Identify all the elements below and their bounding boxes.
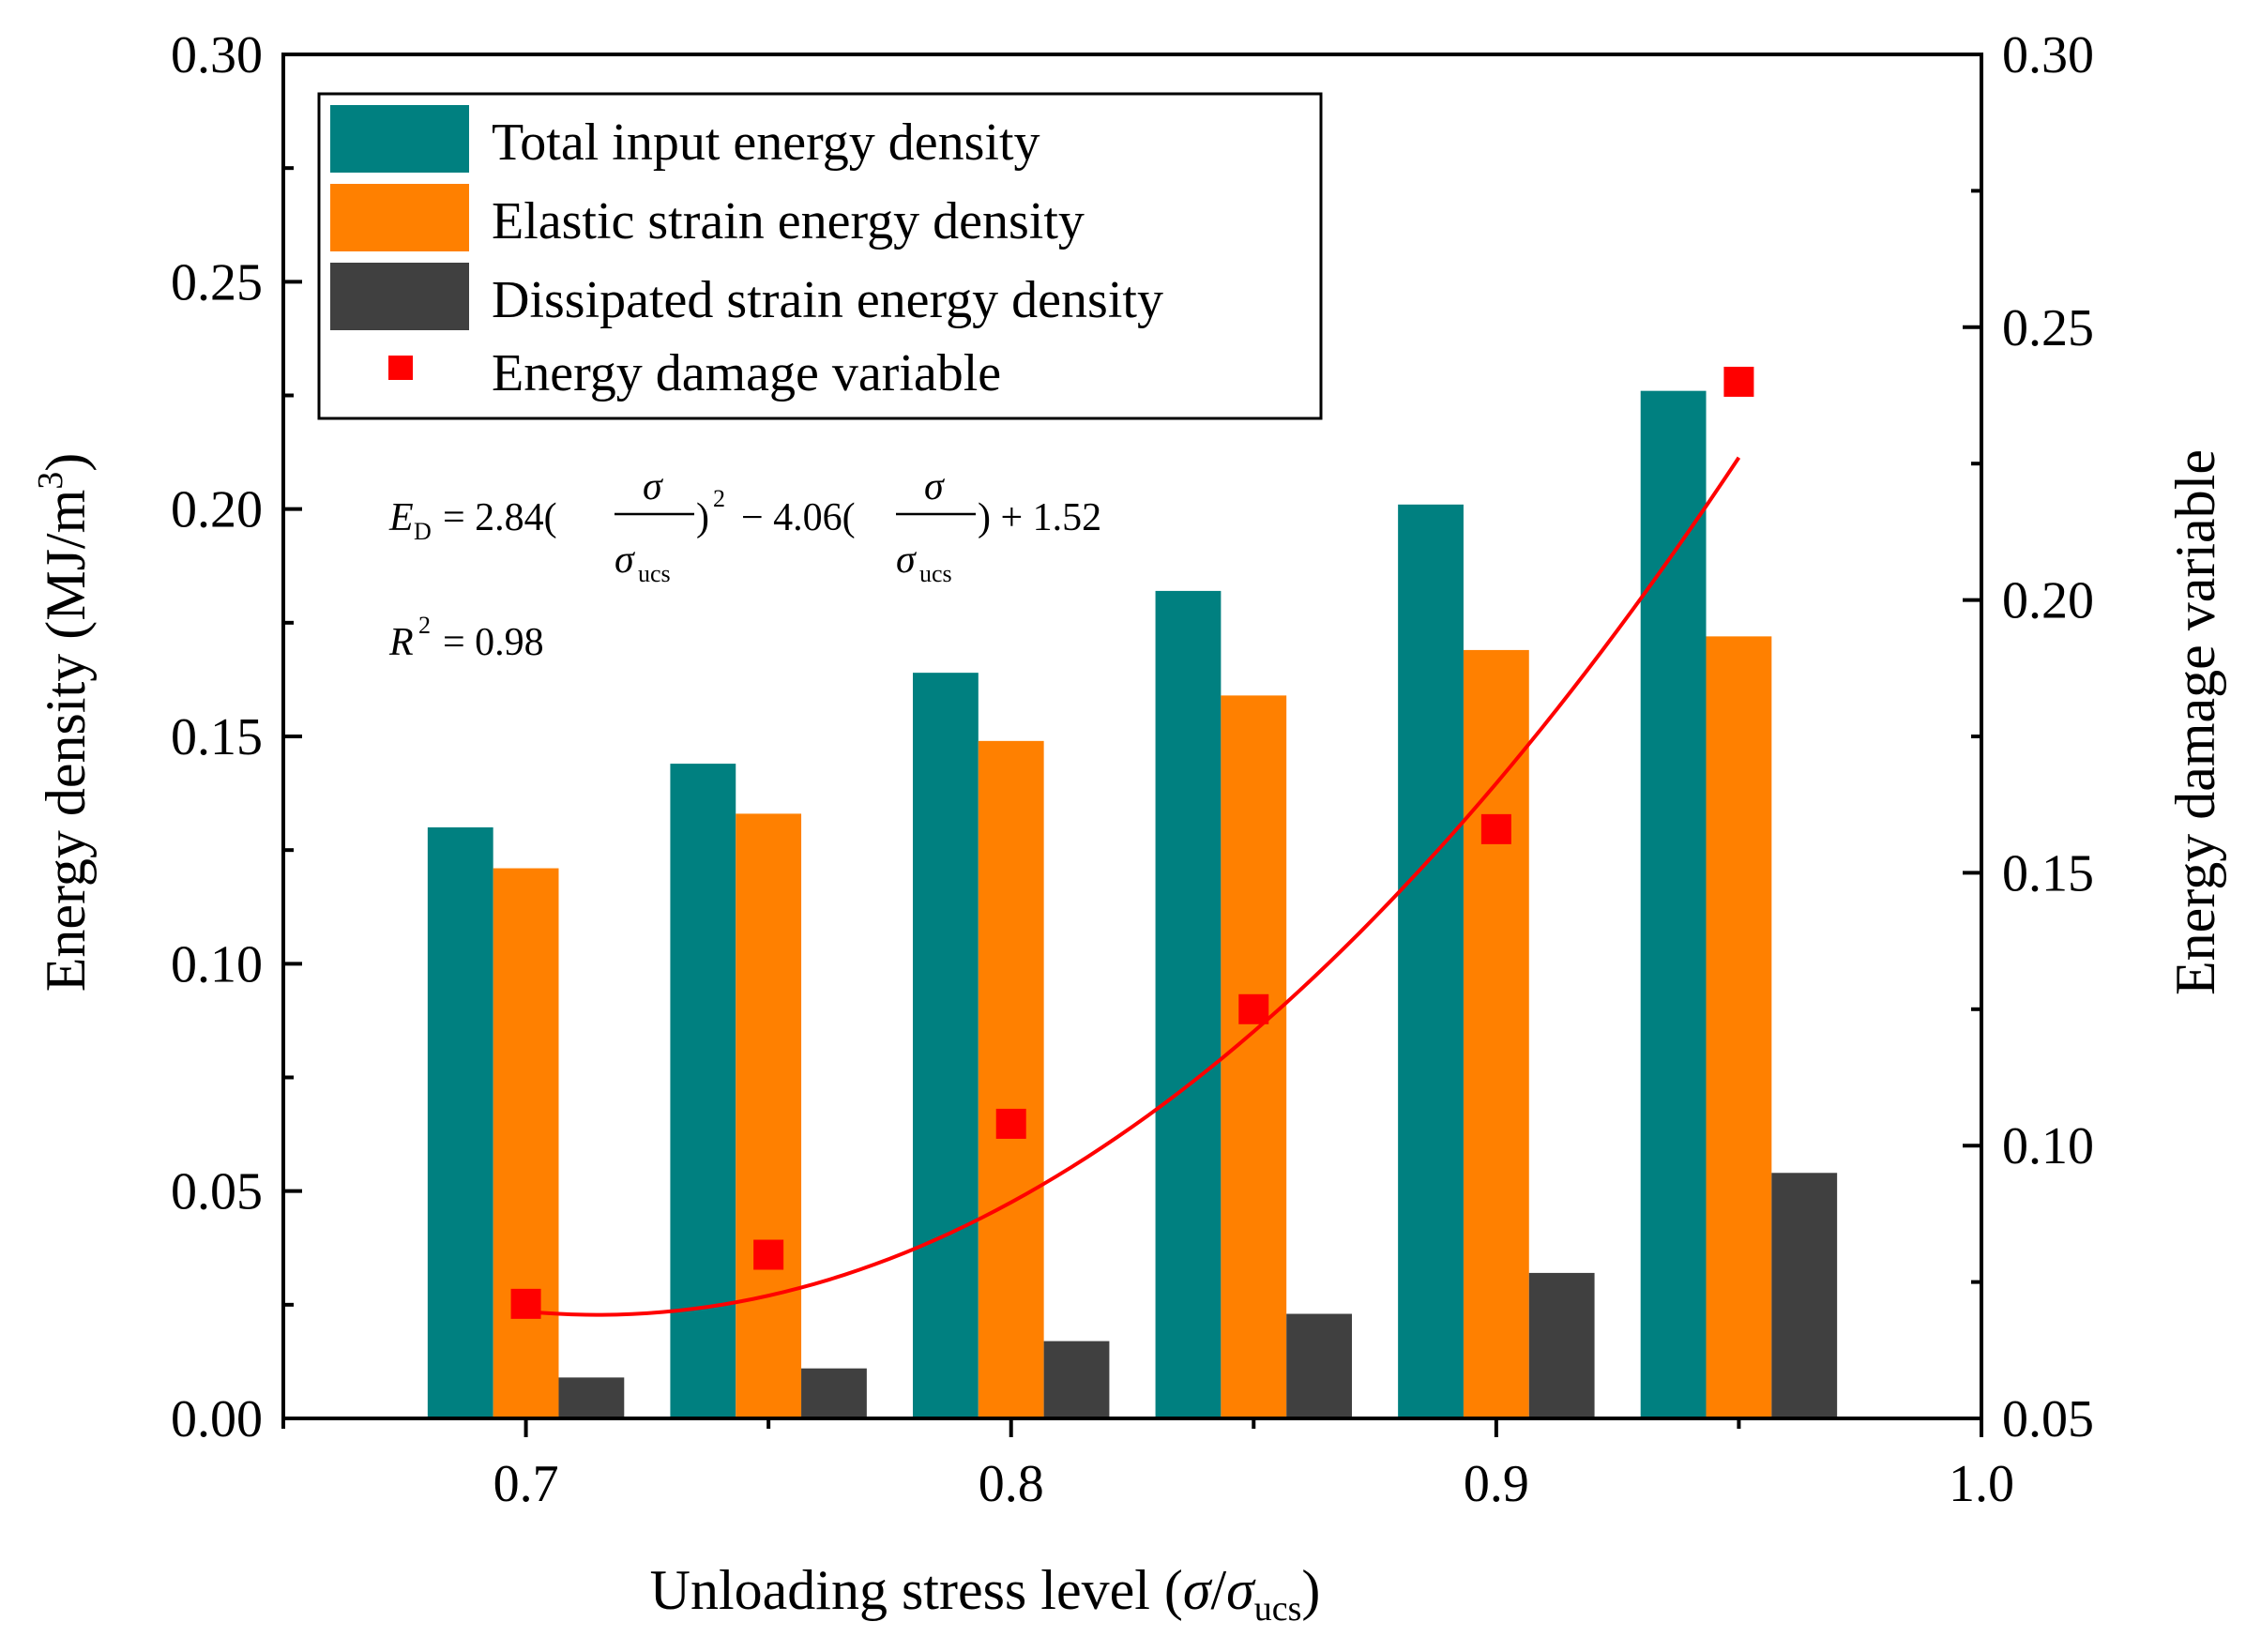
bar-total-3	[1155, 590, 1222, 1418]
eq-frac2-den: σ	[896, 538, 918, 582]
y-tick-label-6: 0.30	[171, 26, 263, 84]
damage-point-5	[1723, 366, 1754, 397]
bar-elastic-3	[1221, 695, 1287, 1418]
y2-tick-label-5: 0.30	[2002, 26, 2094, 84]
eq-frac2-num: σ	[924, 465, 946, 508]
bar-dissipated-0	[558, 1377, 625, 1418]
bar-elastic-4	[1463, 649, 1529, 1418]
bar-dissipated-2	[1043, 1341, 1110, 1418]
fit-curve-layer	[525, 456, 1741, 1317]
eq-frac1-den: σ	[615, 538, 636, 582]
y2-tick-label-1: 0.10	[2002, 1117, 2094, 1175]
r2-sup: 2	[418, 612, 431, 639]
y-axis-title: Energy density (MJ/m3)	[31, 453, 97, 993]
legend-label-damage: Energy damage variable	[492, 344, 1001, 402]
x-tick-label-0: 0.7	[493, 1455, 559, 1513]
r2-rhs: = 0.98	[443, 621, 544, 664]
x-axis-title: Unloading stress level (σ/σucs)	[650, 1559, 1321, 1629]
damage-point-2	[995, 1108, 1026, 1139]
legend-label-total: Total input energy density	[492, 114, 1040, 172]
bar-total-0	[427, 826, 493, 1418]
eq-sq: 2	[713, 485, 725, 512]
eq-lhs-sub: D	[414, 518, 432, 545]
damage-points-layer	[510, 366, 1754, 1319]
eq-lhs: E	[388, 496, 414, 539]
eq-close-sq: )	[696, 496, 709, 539]
legend-label-elastic: Elastic strain energy density	[492, 192, 1085, 250]
eq-part2: − 4.06(	[741, 496, 856, 539]
y2-axis-title: Energy damage variable	[2164, 449, 2226, 995]
y-tick-label-0: 0.00	[171, 1390, 263, 1448]
bar-dissipated-3	[1286, 1313, 1353, 1418]
y2-tick-label-4: 0.25	[2002, 299, 2094, 357]
bar-total-1	[670, 764, 736, 1418]
bar-dissipated-4	[1528, 1272, 1595, 1418]
y-tick-label-2: 0.10	[171, 935, 263, 993]
r2-lhs: R	[388, 621, 414, 664]
bar-elastic-1	[736, 813, 802, 1418]
x-tick-label-3: 1.0	[1949, 1455, 2014, 1513]
legend-swatch-dissipated	[330, 263, 469, 330]
damage-point-1	[753, 1239, 784, 1270]
legend-box	[317, 92, 1323, 420]
bar-elastic-5	[1706, 636, 1772, 1418]
damage-point-0	[510, 1288, 541, 1319]
fit-equation: E D = 2.84( σ σ ucs ) 2 − 4.06( σ σ ucs …	[388, 465, 1101, 664]
bar-dissipated-5	[1771, 1173, 1838, 1418]
x-tick-label-1: 0.8	[979, 1455, 1044, 1513]
y2-tick-label-3: 0.20	[2002, 572, 2094, 630]
axes-layer: 0.00 0.05 0.10 0.15 0.20 0.25 0.30 0.05 0.10 0.15…	[171, 26, 2094, 1513]
legend-swatch-elastic	[330, 184, 469, 251]
legend-label-dissipated: Dissipated strain energy density	[492, 271, 1163, 329]
eq-frac1-den-sub: ucs	[638, 560, 671, 587]
damage-point-4	[1480, 813, 1511, 844]
y-tick-label-4: 0.20	[171, 481, 263, 539]
bar-dissipated-1	[801, 1368, 867, 1418]
legend-marker-damage	[388, 356, 413, 380]
eq-part3: ) + 1.52	[978, 496, 1101, 539]
y-tick-label-5: 0.25	[171, 253, 263, 311]
y2-tick-label-0: 0.05	[2002, 1390, 2094, 1448]
y2-tick-label-2: 0.15	[2002, 844, 2094, 902]
damage-point-3	[1238, 993, 1269, 1024]
bar-elastic-2	[978, 740, 1044, 1418]
legend: Total input energy density Elastic strai…	[317, 92, 1323, 420]
x-tick-label-2: 0.9	[1464, 1455, 1529, 1513]
fit-curve	[525, 456, 1741, 1317]
bars-layer	[427, 390, 1838, 1418]
bar-total-4	[1398, 504, 1464, 1418]
eq-frac1-num: σ	[643, 465, 664, 508]
eq-part1: = 2.84(	[443, 496, 557, 539]
legend-swatch-total	[330, 105, 469, 173]
bar-elastic-0	[493, 868, 559, 1418]
y-tick-label-3: 0.15	[171, 708, 263, 766]
eq-frac2-den-sub: ucs	[919, 560, 952, 587]
bar-total-5	[1640, 390, 1707, 1418]
bar-total-2	[912, 673, 979, 1418]
y-tick-label-1: 0.05	[171, 1163, 263, 1221]
